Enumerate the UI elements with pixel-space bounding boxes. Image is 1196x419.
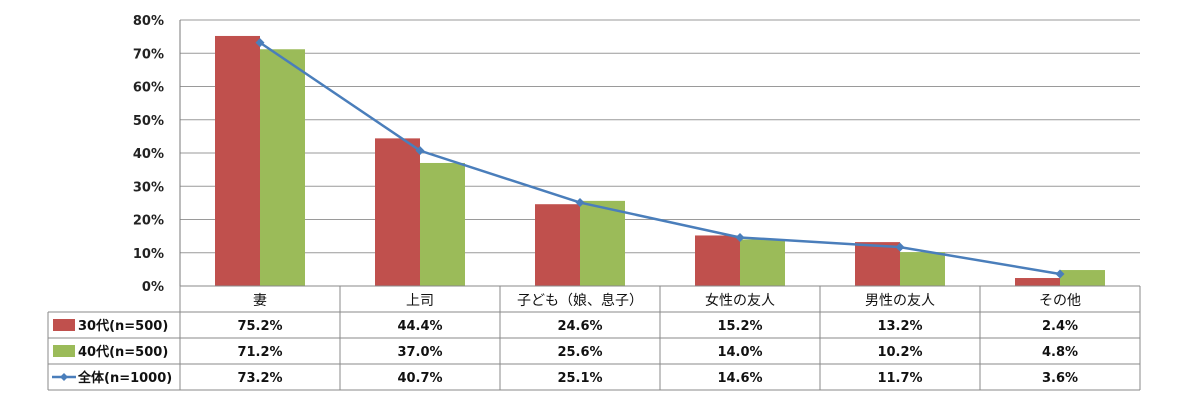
- total-point-3: [735, 232, 745, 242]
- data-cell: 11.7%: [877, 371, 922, 386]
- data-cell: 71.2%: [237, 345, 282, 360]
- bar-30s-1: [375, 138, 420, 286]
- data-cell: 75.2%: [237, 319, 282, 334]
- data-table: 妻 上司 子ども（娘、息子） 女性の友人 男性の友人 その他 30代(n=500) 75.2%…: [47, 285, 1141, 391]
- y-tick-label: 30%: [133, 180, 164, 195]
- y-tick-label: 80%: [133, 14, 164, 29]
- data-cell: 24.6%: [557, 319, 602, 334]
- data-cell: 40.7%: [397, 371, 442, 386]
- bars: [215, 35, 1105, 287]
- gridlines: [179, 19, 1140, 287]
- data-cell: 4.8%: [1042, 345, 1078, 360]
- y-tick-label: 50%: [133, 114, 164, 129]
- data-cell: 25.6%: [557, 345, 602, 360]
- legend-key-0: [53, 319, 75, 331]
- bar-40s-4: [900, 252, 945, 286]
- total-line-series: [255, 38, 1065, 279]
- data-cell: 10.2%: [877, 345, 922, 360]
- data-cell: 2.4%: [1042, 319, 1078, 334]
- total-point-4: [895, 242, 905, 252]
- category-label: 男性の友人: [865, 293, 935, 309]
- data-cell: 14.6%: [717, 371, 762, 386]
- total-point-5: [1055, 269, 1065, 279]
- y-tick-label: 10%: [133, 247, 164, 262]
- y-tick-label: 70%: [133, 47, 164, 62]
- legend-label: 全体(n=1000): [77, 370, 172, 386]
- y-axis-ticks: 0% 10% 20% 30% 40% 50% 60% 70% 80%: [133, 14, 164, 295]
- data-cell: 73.2%: [237, 371, 282, 386]
- bar-40s-0: [260, 49, 305, 287]
- bar-40s-2: [580, 200, 625, 286]
- total-point-0: [255, 38, 265, 48]
- category-label: 子ども（娘、息子）: [517, 292, 643, 309]
- bar-30s-5: [1015, 278, 1060, 286]
- data-cell: 13.2%: [877, 319, 922, 334]
- legend-label: 30代(n=500): [78, 318, 168, 334]
- data-cell: 37.0%: [397, 345, 442, 360]
- bar-30s-2: [535, 204, 580, 286]
- y-tick-label: 60%: [133, 81, 164, 96]
- total-point-2: [575, 198, 585, 208]
- category-label: 女性の友人: [705, 292, 775, 309]
- bar-30s-3: [695, 235, 740, 286]
- category-label: 妻: [253, 293, 267, 309]
- category-label: その他: [1039, 293, 1081, 309]
- y-tick-label: 40%: [133, 147, 164, 162]
- legend-swatch: [53, 345, 75, 357]
- legend-marker: [60, 373, 68, 381]
- legend-swatch: [53, 319, 75, 331]
- data-cell: 15.2%: [717, 319, 762, 334]
- category-label: 上司: [406, 293, 434, 309]
- total-point-1: [415, 146, 425, 156]
- bar-30s-0: [215, 35, 260, 287]
- data-cell: 25.1%: [557, 371, 602, 386]
- bar-40s-5: [1060, 270, 1105, 286]
- bar-30s-4: [855, 242, 900, 286]
- data-cell: 3.6%: [1042, 371, 1078, 386]
- legend-key-1: [53, 345, 75, 357]
- y-tick-label: 20%: [133, 214, 164, 229]
- legend-label: 40代(n=500): [78, 344, 168, 360]
- bar-40s-3: [740, 239, 785, 286]
- y-tick-label: 0%: [142, 280, 164, 295]
- total-line: [259, 41, 1061, 276]
- data-cell: 44.4%: [397, 319, 442, 334]
- bar-40s-1: [420, 162, 465, 286]
- data-cell: 14.0%: [717, 345, 762, 360]
- legend-key-2: [52, 373, 76, 381]
